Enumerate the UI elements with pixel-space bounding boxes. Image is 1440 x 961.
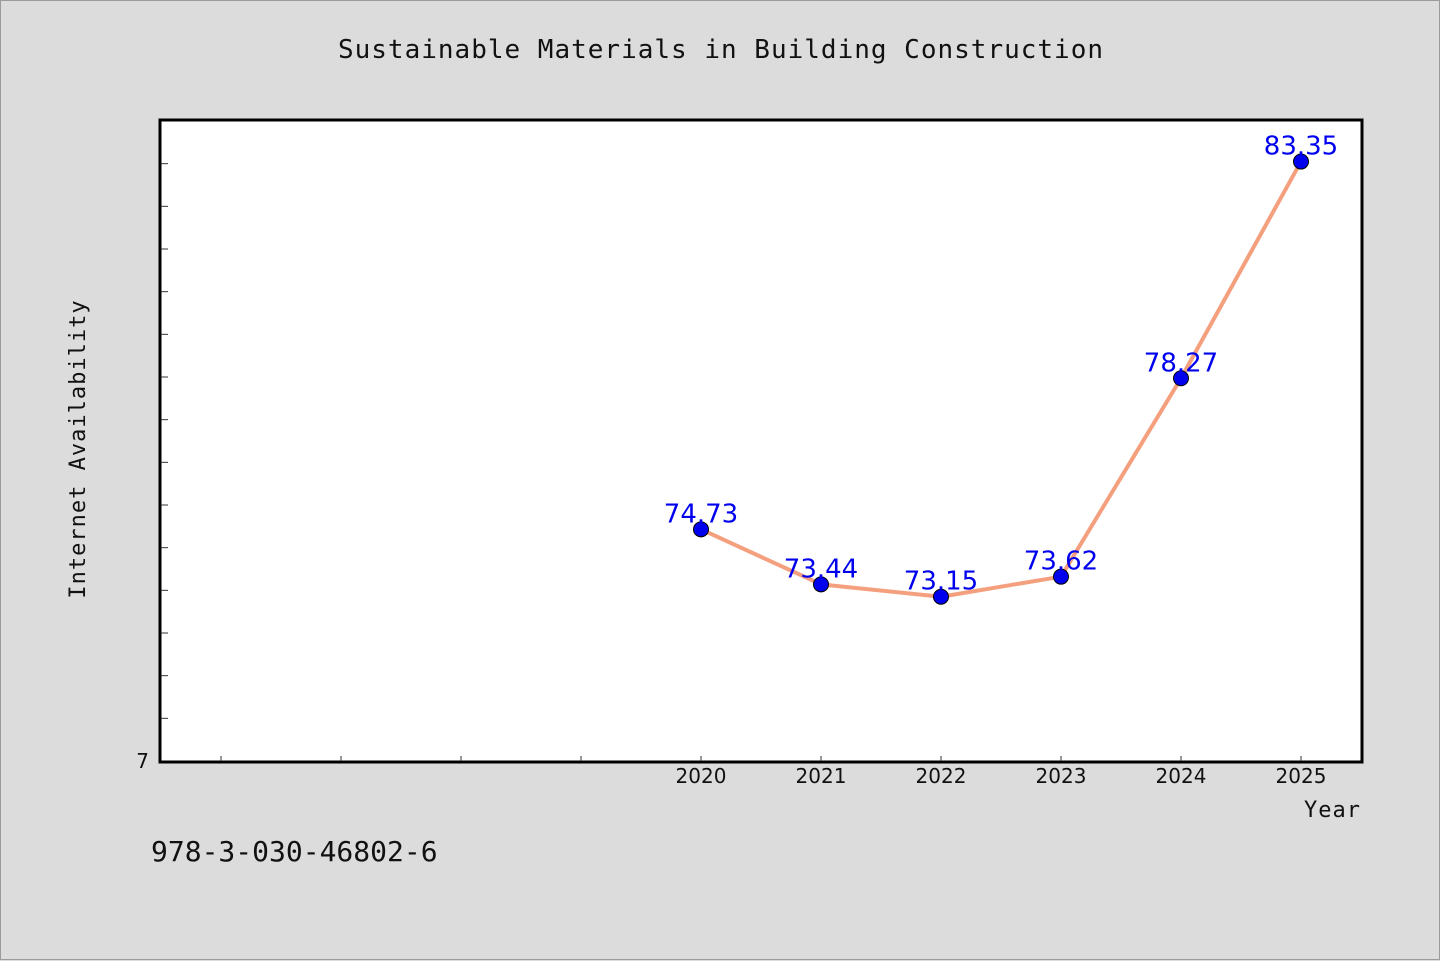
x-tick-label: 2024 [1156, 764, 1207, 788]
data-label: 73.15 [904, 567, 978, 597]
y-axis-label: Internet Availability [66, 299, 91, 598]
plot-area [158, 118, 1364, 764]
data-label: 73.62 [1024, 547, 1098, 577]
data-label: 74.73 [664, 499, 738, 529]
data-labels: 74.73 73.44 73.15 73.62 78.27 83.35 [664, 132, 1338, 597]
x-tick-label: 2021 [796, 764, 847, 788]
x-tick-labels: 2020 2021 2022 2023 2024 2025 [676, 764, 1327, 788]
x-tick-label: 2020 [676, 764, 727, 788]
x-axis-label: Year [1304, 798, 1361, 823]
data-point [693, 521, 709, 538]
x-tick-label: 2023 [1036, 764, 1087, 788]
data-label: 83.35 [1264, 132, 1338, 162]
data-points [693, 153, 1309, 605]
x-tick-label: 2025 [1276, 764, 1327, 788]
y-tick-label: 7 [136, 749, 149, 773]
data-point [813, 576, 829, 593]
data-point [933, 588, 949, 605]
chart-title: Sustainable Materials in Building Constr… [337, 35, 1105, 65]
data-point [1173, 370, 1189, 387]
series-line [700, 160, 1303, 599]
data-point [1293, 153, 1309, 170]
axis-ticks [161, 163, 1302, 761]
isbn-footnote: 978-3-030-46802-6 [151, 835, 438, 868]
x-tick-label: 2022 [916, 764, 967, 788]
data-label: 73.44 [784, 554, 858, 584]
data-label: 78.27 [1144, 348, 1218, 378]
data-point [1053, 568, 1069, 585]
